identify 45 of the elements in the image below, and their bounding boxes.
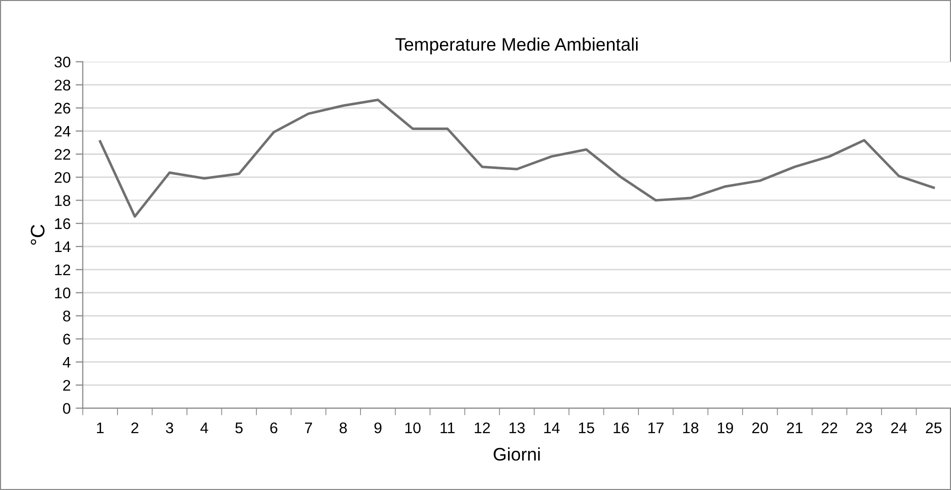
y-tick-label: 16 bbox=[55, 218, 70, 230]
x-tick-label: 10 bbox=[405, 422, 421, 434]
x-tick-label: 20 bbox=[752, 422, 768, 434]
y-tick-label: 14 bbox=[55, 242, 70, 252]
y-tick-label: 0 bbox=[63, 403, 70, 414]
chart-title: Temperature Medie Ambientali bbox=[395, 38, 638, 54]
x-tick-label: 19 bbox=[718, 422, 734, 434]
x-tick-label: 8 bbox=[340, 422, 347, 434]
x-tick-label: 9 bbox=[374, 422, 382, 434]
x-tick-label: 18 bbox=[683, 422, 698, 434]
x-tick-label: 24 bbox=[891, 422, 907, 434]
y-tick-label: 10 bbox=[55, 288, 70, 298]
x-tick-label: 13 bbox=[510, 422, 525, 434]
y-tick-label: 2 bbox=[63, 380, 70, 391]
x-tick-label: 1 bbox=[97, 422, 104, 434]
x-tick-label: 23 bbox=[856, 422, 872, 434]
y-tick-label: 6 bbox=[63, 334, 70, 345]
y-tick-label: 18 bbox=[55, 195, 70, 206]
x-tick-label: 4 bbox=[200, 422, 208, 434]
x-tick-label: 5 bbox=[235, 422, 243, 434]
y-tick-label: 8 bbox=[63, 310, 70, 322]
x-tick-label: 25 bbox=[926, 422, 942, 434]
x-tick-label: 2 bbox=[131, 422, 138, 434]
x-axis-title: Giorni bbox=[494, 447, 540, 461]
y-tick-label: 20 bbox=[54, 172, 70, 183]
y-tick-label: 24 bbox=[54, 126, 70, 137]
x-tick-label: 14 bbox=[544, 422, 560, 434]
x-tick-label: 22 bbox=[822, 422, 838, 434]
x-tick-label: 3 bbox=[166, 422, 174, 434]
y-axis-title: °C bbox=[30, 224, 45, 245]
y-tick-label: 30 bbox=[54, 56, 70, 68]
x-tick-label: 6 bbox=[270, 422, 278, 434]
y-tick-label: 4 bbox=[62, 357, 70, 368]
y-tick-label: 28 bbox=[54, 80, 70, 91]
x-tick-label: 15 bbox=[579, 422, 594, 434]
x-tick-label: 12 bbox=[474, 422, 490, 434]
y-tick-label: 12 bbox=[55, 264, 70, 276]
y-tick-label: 26 bbox=[54, 102, 70, 114]
x-tick-label: 7 bbox=[305, 422, 312, 434]
x-tick-label: 11 bbox=[440, 422, 455, 434]
x-tick-label: 16 bbox=[614, 422, 629, 434]
x-tick-label: 17 bbox=[648, 422, 664, 434]
x-tick-label: 21 bbox=[786, 422, 802, 434]
y-tick-label: 22 bbox=[54, 148, 70, 160]
line-series bbox=[98, 98, 935, 218]
